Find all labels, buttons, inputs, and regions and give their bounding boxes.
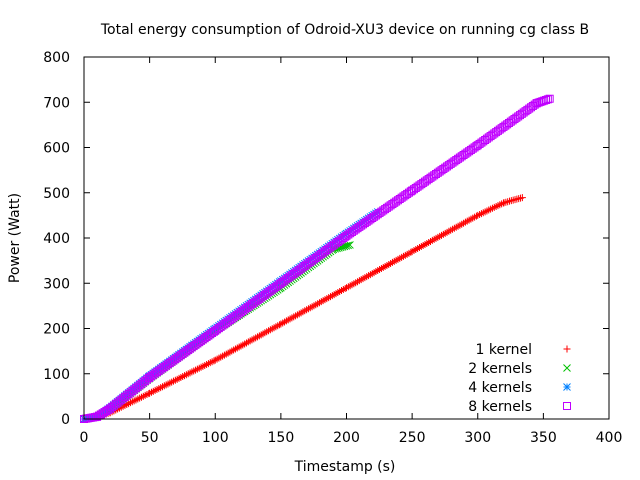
legend: 1 kernel 2 kernels 4 kernels 8 kernels — [468, 342, 571, 415]
legend-label: 1 kernel — [476, 342, 532, 358]
y-tick-label: 300 — [43, 276, 70, 292]
series-4 — [80, 94, 554, 423]
y-tick-label: 100 — [43, 367, 70, 383]
data-point — [344, 241, 352, 250]
y-axis: 0 100 200 300 400 500 600 700 800 — [43, 50, 609, 428]
legend-marker — [563, 364, 571, 372]
x-tick-label: 400 — [596, 430, 623, 446]
legend-marker — [563, 402, 571, 410]
y-tick-label: 700 — [43, 95, 70, 111]
x-tick-label: 150 — [268, 430, 295, 446]
legend-label: 8 kernels — [468, 399, 532, 415]
legend-label: 2 kernels — [468, 361, 532, 377]
data-point — [210, 357, 218, 365]
x-tick-label: 300 — [464, 430, 491, 446]
data-point — [407, 248, 415, 256]
legend-label: 4 kernels — [468, 380, 532, 396]
data-point — [472, 212, 480, 220]
data-point — [543, 95, 552, 104]
y-tick-label: 0 — [61, 412, 70, 428]
x-tick-label: 200 — [333, 430, 360, 446]
data-point — [346, 241, 354, 249]
y-axis-title: Power (Watt) — [7, 193, 23, 283]
y-tick-label: 200 — [43, 322, 70, 338]
data-point — [276, 321, 284, 329]
plot-area — [80, 94, 554, 423]
data-point — [545, 94, 554, 103]
y-tick-label: 400 — [43, 231, 70, 247]
y-tick-label: 500 — [43, 186, 70, 202]
chart-title: Total energy consumption of Odroid-XU3 d… — [100, 22, 589, 38]
x-tick-label: 0 — [80, 430, 89, 446]
x-axis-title: Timestamp (s) — [294, 459, 396, 475]
legend-marker — [563, 345, 571, 353]
legend-marker — [563, 383, 571, 391]
x-tick-label: 250 — [399, 430, 426, 446]
data-point — [518, 194, 526, 202]
x-tick-label: 100 — [202, 430, 229, 446]
data-point — [341, 284, 349, 292]
y-tick-label: 600 — [43, 141, 70, 157]
x-tick-label: 350 — [530, 430, 557, 446]
y-tick-label: 800 — [43, 50, 70, 66]
x-axis: 0 50 100 150 200 250 300 350 400 — [80, 57, 623, 446]
x-tick-label: 50 — [141, 430, 159, 446]
